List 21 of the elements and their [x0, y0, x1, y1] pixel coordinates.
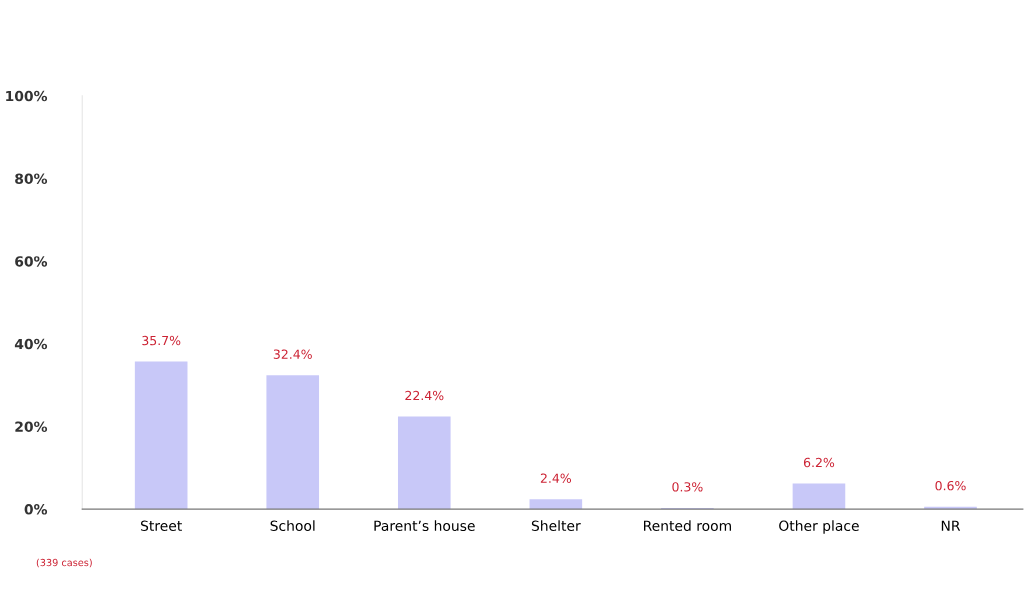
x-tick-label: School — [270, 520, 315, 532]
data-label: 32.4% — [273, 349, 312, 359]
x-tick-label: Street — [140, 520, 182, 532]
x-tick-label: Rented room — [644, 520, 731, 532]
data-label: 0.6% — [935, 480, 966, 491]
text: (339 cases) — [36, 558, 92, 568]
y-tick-label: 100% — [6, 90, 48, 102]
x-tick-label: Shelter — [531, 520, 581, 532]
data-label: 2.4% — [540, 473, 572, 483]
x-tick-label: Other place — [779, 520, 859, 534]
y-tick-label: 60% — [15, 256, 48, 267]
y-tick-label: 40% — [14, 338, 48, 350]
x-tick-label: NR — [941, 520, 961, 531]
y-tick-label: 20% — [15, 421, 48, 432]
x-tick-label: Parent’s house — [374, 520, 475, 532]
data-label: 0.3% — [672, 482, 703, 492]
y-tick-label: 80% — [15, 173, 48, 184]
data-label: 35.7% — [142, 335, 181, 346]
data-label: 22.4% — [405, 390, 444, 401]
y-tick-label: 0% — [24, 504, 48, 515]
data-label: 6.2% — [803, 457, 835, 468]
